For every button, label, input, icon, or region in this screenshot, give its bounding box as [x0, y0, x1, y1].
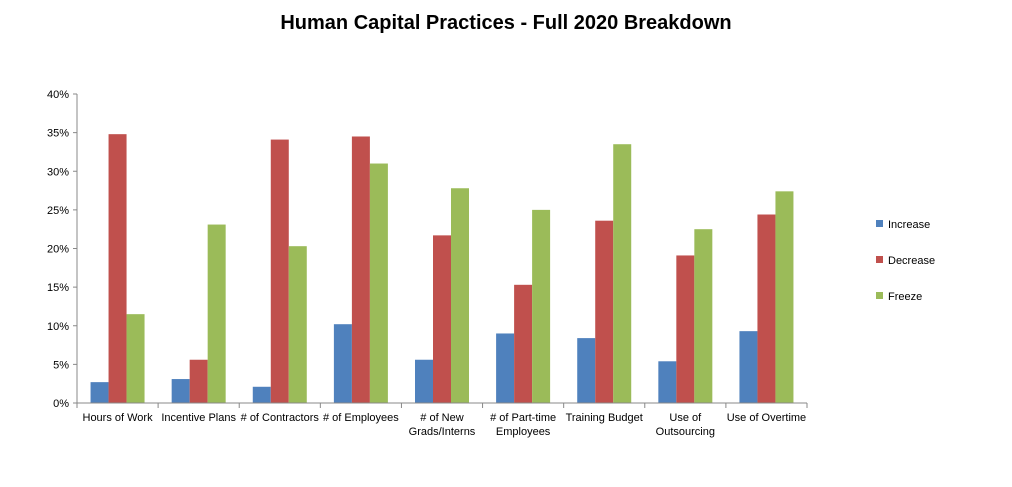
bar-decrease: [189, 359, 208, 403]
bar-increase: [658, 361, 677, 403]
bar-freeze: [207, 224, 226, 403]
y-tick-label: 0%: [53, 398, 69, 410]
bar-increase: [577, 338, 596, 403]
bar-increase: [333, 324, 352, 403]
y-axis: 0% 5% 10% 15% 20% 25% 30% 35% 40%: [47, 89, 78, 410]
y-tick-label: 30%: [47, 166, 69, 178]
bar-decrease: [676, 255, 695, 403]
y-tick-label: 20%: [47, 244, 69, 256]
bar-increase: [252, 386, 271, 403]
bar-freeze: [775, 191, 794, 403]
bar-freeze: [369, 163, 388, 403]
bar-increase: [415, 359, 433, 403]
bar-freeze: [532, 209, 551, 403]
bar-increase: [171, 379, 190, 403]
x-category-label: # of Employees: [323, 412, 399, 424]
legend-swatch-increase: [876, 220, 883, 227]
bar-decrease: [270, 139, 289, 403]
bar-decrease: [757, 214, 776, 403]
y-tick-label: 35%: [47, 128, 69, 140]
y-tick-label: 5%: [53, 359, 69, 371]
bars: [90, 134, 794, 404]
x-category-label: # of Part-time Employees: [490, 412, 556, 438]
bar-decrease: [514, 284, 533, 403]
legend-label-freeze: Freeze: [888, 291, 922, 303]
legend-swatch-decrease: [876, 256, 883, 263]
legend-label-decrease: Decrease: [888, 255, 935, 267]
bar-decrease: [595, 220, 614, 403]
chart-title: Human Capital Practices - Full 2020 Brea…: [280, 12, 732, 34]
y-tick-label: 10%: [47, 321, 69, 333]
x-category-label: Use of Outsourcing: [656, 412, 715, 438]
bar-increase: [496, 333, 515, 403]
x-category-label: Incentive Plans: [161, 412, 236, 424]
y-tick-label: 40%: [47, 89, 69, 101]
bar-decrease: [351, 136, 370, 404]
x-category-label: # of New Grads/Interns: [409, 412, 476, 438]
bar-freeze: [613, 144, 632, 403]
y-tick-label: 25%: [47, 205, 69, 217]
x-category-label: # of Contractors: [241, 412, 320, 424]
bar-decrease: [108, 134, 127, 404]
bar-increase: [90, 382, 109, 403]
x-category-label: Use of Overtime: [727, 412, 806, 424]
bar-freeze: [694, 229, 713, 403]
bar-freeze: [288, 246, 307, 403]
legend-label-increase: Increase: [888, 219, 930, 231]
legend: Increase Decrease Freeze: [876, 219, 935, 303]
x-category-label: Hours of Work: [83, 412, 154, 424]
x-axis: Hours of Work Incentive Plans # of Contrac…: [76, 402, 808, 438]
bar-freeze: [451, 188, 469, 403]
bar-increase: [739, 331, 758, 403]
bar-freeze: [126, 314, 145, 403]
x-category-label: Training Budget: [566, 412, 643, 424]
bar-decrease: [433, 235, 451, 403]
y-tick-label: 15%: [47, 282, 69, 294]
legend-swatch-freeze: [876, 292, 883, 299]
